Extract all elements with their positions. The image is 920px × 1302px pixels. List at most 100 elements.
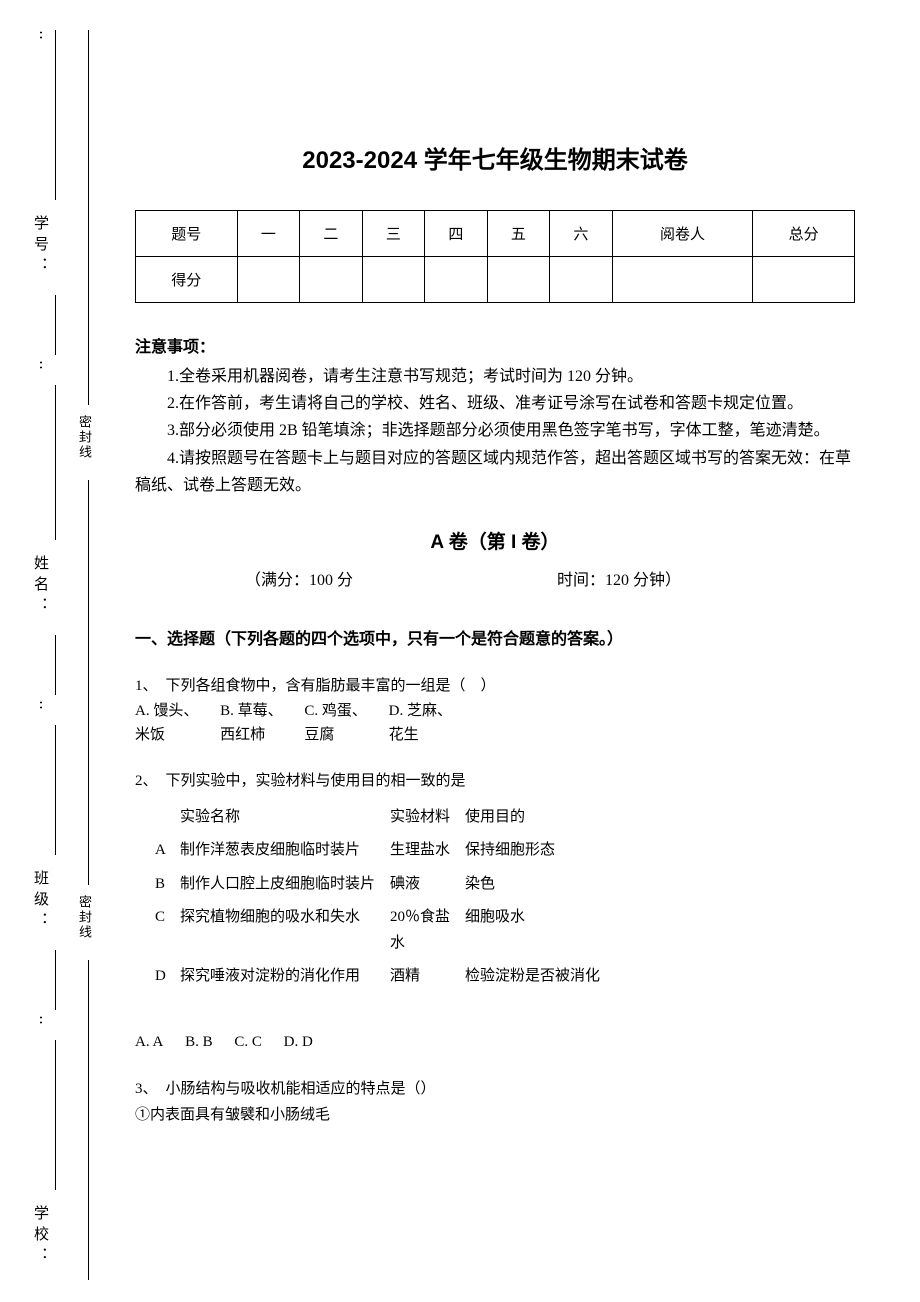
td — [550, 257, 613, 303]
td: 探究唾液对淀粉的消化作用 — [180, 960, 390, 994]
th: 三 — [362, 211, 425, 257]
ans-c: C. C — [234, 1034, 262, 1050]
q-text: 下列各组食物中，含有脂肪最丰富的一组是（ ） — [166, 678, 496, 694]
ans-a: A. A — [135, 1034, 163, 1050]
v-line — [55, 295, 56, 355]
td: 细胞吸水 — [465, 901, 612, 960]
opt-sub: 西红柿 — [220, 727, 265, 743]
notice-title: 注意事项： — [135, 333, 855, 357]
table-row: C 探究植物细胞的吸水和失水 20％食盐水 细胞吸水 — [155, 901, 612, 960]
opt-b: B. 草莓、西红柿 — [220, 699, 283, 747]
q-text: 下列实验中，实验材料与使用目的相一致的是 — [166, 773, 466, 789]
q-text: 小肠结构与吸收机能相适应的特点是（） — [166, 1081, 436, 1097]
td — [612, 257, 753, 303]
td: 实验材料 — [390, 801, 465, 835]
td: 探究植物细胞的吸水和失水 — [180, 901, 390, 960]
th: 四 — [425, 211, 488, 257]
td: 使用目的 — [465, 801, 612, 835]
options: A. 馒头、米饭 B. 草莓、西红柿 C. 鸡蛋、豆腐 D. 芝麻、花生 — [135, 699, 855, 747]
opt-a: A. 馒头、米饭 — [135, 699, 198, 747]
td: 制作人口腔上皮细胞临时装片 — [180, 868, 390, 902]
td: 保持细胞形态 — [465, 834, 612, 868]
seal-label: 密封线 — [75, 415, 94, 460]
v-line — [55, 950, 56, 1010]
td: C — [155, 901, 180, 960]
td: 碘液 — [390, 868, 465, 902]
table-row: 题号 一 二 三 四 五 六 阅卷人 总分 — [136, 211, 855, 257]
page-title: 2023-2024 学年七年级生物期末试卷 — [135, 140, 855, 175]
notice-text: 2.在作答前，考生请将自己的学校、姓名、班级、准考证号涂写在试卷和答题卡规定位置… — [167, 395, 803, 412]
td — [300, 257, 363, 303]
answer-options: A. A B. B C. C D. D — [135, 1030, 855, 1056]
td: 染色 — [465, 868, 612, 902]
td — [753, 257, 855, 303]
section-title: A 卷（第 I 卷） — [135, 527, 855, 554]
info-line: （满分：100 分 时间：120 分钟） — [135, 566, 855, 590]
th: 一 — [237, 211, 300, 257]
question-3: 3、小肠结构与吸收机能相适应的特点是（） ①内表面具有皱襞和小肠绒毛 — [135, 1077, 855, 1128]
question-section-title: 一、选择题（下列各题的四个选项中，只有一个是符合题意的答案。） — [135, 625, 855, 649]
question-2: 2、下列实验中，实验材料与使用目的相一致的是 实验名称 实验材料 使用目的 A … — [135, 769, 855, 1055]
sidebar: 学号： 姓名： 班级： 学校： ‥ ‥ ‥ ‥ 密封线 密封线 — [0, 0, 110, 1302]
table-row: A 制作洋葱表皮细胞临时装片 生理盐水 保持细胞形态 — [155, 834, 612, 868]
v-line — [55, 635, 56, 695]
notice-item: 1.全卷采用机器阅卷，请考生注意书写规范；考试时间为 120 分钟。 — [135, 363, 855, 390]
v-line-inner — [88, 30, 89, 405]
q3-line: ①内表面具有皱襞和小肠绒毛 — [135, 1103, 855, 1129]
table-row: B 制作人口腔上皮细胞临时装片 碘液 染色 — [155, 868, 612, 902]
table-row: 实验名称 实验材料 使用目的 — [155, 801, 612, 835]
full-score: （满分：100 分 — [245, 566, 353, 590]
opt-label: C. 鸡蛋、 — [304, 703, 367, 719]
opt-label: B. 草莓、 — [220, 703, 283, 719]
opt-c: C. 鸡蛋、豆腐 — [304, 699, 367, 747]
q-num: 3、 — [135, 1081, 158, 1097]
v-line-inner — [88, 960, 89, 1280]
td: 制作洋葱表皮细胞临时装片 — [180, 834, 390, 868]
v-line-inner — [88, 480, 89, 885]
opt-sub: 花生 — [389, 727, 419, 743]
label-school: 学校： — [30, 1205, 51, 1268]
td — [425, 257, 488, 303]
td: A — [155, 834, 180, 868]
label-name: 姓名： — [30, 555, 51, 618]
table-row: D 探究唾液对淀粉的消化作用 酒精 检验淀粉是否被消化 — [155, 960, 612, 994]
opt-label: D. 芝麻、 — [389, 703, 452, 719]
notice-item: 4.请按照题号在答题卡上与题目对应的答题区域内规范作答，超出答题区域书写的答案无… — [135, 445, 855, 499]
ans-d: D. D — [284, 1034, 313, 1050]
td: 酒精 — [390, 960, 465, 994]
experiment-table: 实验名称 实验材料 使用目的 A 制作洋葱表皮细胞临时装片 生理盐水 保持细胞形… — [155, 801, 612, 994]
label-class: 班级： — [30, 870, 51, 933]
opt-sub: 米饭 — [135, 727, 165, 743]
v-line — [55, 385, 56, 540]
td: 20％食盐水 — [390, 901, 465, 960]
v-line — [55, 725, 56, 855]
td — [237, 257, 300, 303]
dots: ‥ — [35, 30, 53, 40]
opt-label: A. 馒头、 — [135, 703, 198, 719]
th: 五 — [487, 211, 550, 257]
v-line — [55, 1040, 56, 1190]
label-student-id: 学号： — [30, 215, 51, 278]
th: 六 — [550, 211, 613, 257]
content-area: 2023-2024 学年七年级生物期末试卷 题号 一 二 三 四 五 六 阅卷人… — [135, 140, 855, 1150]
notice-item: 3.部分必须使用 2B 铅笔填涂；非选择题部分必须使用黑色签字笔书写，字体工整，… — [135, 417, 855, 444]
td — [155, 801, 180, 835]
th: 二 — [300, 211, 363, 257]
opt-sub: 豆腐 — [304, 727, 334, 743]
table-row: 得分 — [136, 257, 855, 303]
td — [362, 257, 425, 303]
td: D — [155, 960, 180, 994]
dots: ‥ — [35, 1015, 53, 1025]
th: 阅卷人 — [612, 211, 753, 257]
time-limit: 时间：120 分钟） — [557, 566, 681, 590]
td: B — [155, 868, 180, 902]
score-table: 题号 一 二 三 四 五 六 阅卷人 总分 得分 — [135, 210, 855, 303]
question-1: 1、下列各组食物中，含有脂肪最丰富的一组是（ ） A. 馒头、米饭 B. 草莓、… — [135, 674, 855, 748]
opt-d: D. 芝麻、花生 — [389, 699, 452, 747]
q-num: 1、 — [135, 678, 158, 694]
notice-item: 2.在作答前，考生请将自己的学校、姓名、班级、准考证号涂写在试卷和答题卡规定位置… — [135, 390, 855, 417]
td — [487, 257, 550, 303]
ans-b: B. B — [185, 1034, 213, 1050]
v-line — [55, 30, 56, 200]
seal-label-2: 密封线 — [75, 895, 94, 940]
